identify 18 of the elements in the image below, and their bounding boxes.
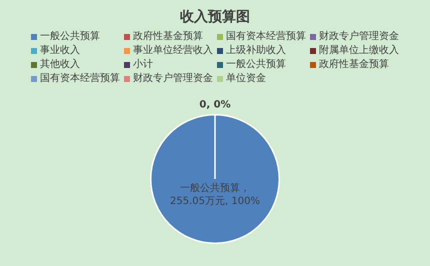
chart-title: 收入预算图 xyxy=(179,8,251,27)
legend-label: 事业收入 xyxy=(40,44,80,57)
legend-label: 政府性基金预算 xyxy=(133,30,203,43)
legend-label: 单位资金 xyxy=(226,72,266,85)
legend-label: 国有资本经营预算 xyxy=(226,30,306,43)
legend-label: 上级补助收入 xyxy=(226,44,286,57)
data-label: 一般公共预算，255.05万元, 100% xyxy=(170,182,260,208)
legend-label: 一般公共预算 xyxy=(226,58,286,71)
legend-label: 国有资本经营预算 xyxy=(40,72,120,85)
legend-label: 政府性基金预算 xyxy=(319,58,389,71)
legend-label: 事业单位经营收入 xyxy=(133,44,213,57)
legend-label: 小计 xyxy=(133,58,153,71)
legend-label: 财政专户管理资金 xyxy=(133,72,213,85)
legend-label: 财政专户管理资金 xyxy=(319,30,399,43)
legend-label: 其他收入 xyxy=(40,58,80,71)
legend-label: 一般公共预算 xyxy=(40,30,100,43)
text: 0, 0% xyxy=(199,99,231,110)
legend-label: 附属单位上缴收入 xyxy=(319,44,399,57)
